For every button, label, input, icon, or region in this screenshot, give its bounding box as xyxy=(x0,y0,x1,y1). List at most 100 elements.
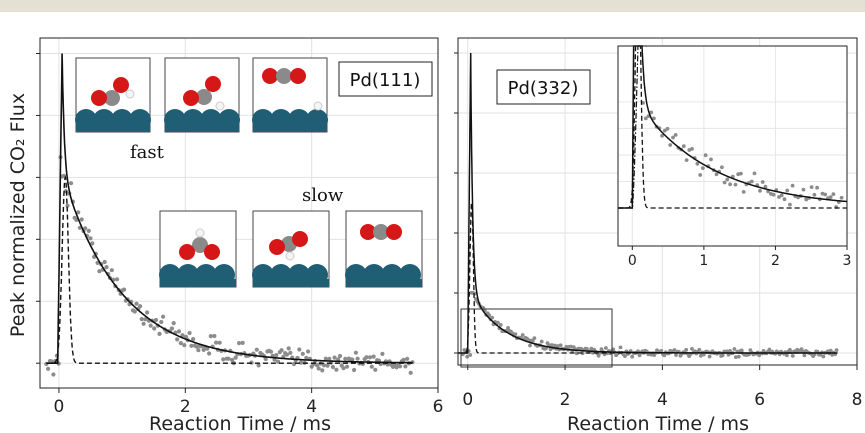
inset-data-point xyxy=(790,183,795,188)
data-point xyxy=(341,366,346,371)
zoom-region-box xyxy=(460,308,613,368)
inset-x-tick-label: 2 xyxy=(771,253,780,269)
data-point xyxy=(212,333,217,339)
data-point xyxy=(674,353,678,357)
data-left xyxy=(44,53,415,377)
data-point xyxy=(325,363,330,368)
data-point xyxy=(550,343,554,347)
inset-x-tick-label: 0 xyxy=(628,253,637,269)
data-point xyxy=(596,353,601,358)
data-point xyxy=(733,355,738,359)
data-point xyxy=(256,363,261,368)
data-point xyxy=(159,319,164,325)
inset-data-point xyxy=(720,165,724,170)
data-point xyxy=(321,363,327,368)
inset-data-point xyxy=(788,202,792,207)
inset-data-point xyxy=(771,192,776,197)
data-point xyxy=(513,332,518,336)
data-point xyxy=(300,351,305,356)
data-point xyxy=(564,344,569,349)
data-point xyxy=(122,287,127,292)
y-axis-label: Peak normalized CO₂ Flux xyxy=(7,93,29,337)
data-point xyxy=(182,343,187,348)
data-point xyxy=(284,352,289,357)
data-point xyxy=(104,265,109,270)
data-point xyxy=(226,356,231,361)
inset-data-point xyxy=(839,195,844,200)
data-point xyxy=(330,364,335,370)
data-point xyxy=(569,344,573,349)
molecule-image-slow-1 xyxy=(159,210,237,288)
inset-plot: 0 1 2 3 xyxy=(617,45,852,269)
annotation-fast: fast xyxy=(130,142,165,163)
data-point xyxy=(153,317,159,323)
data-point xyxy=(214,340,219,345)
data-point xyxy=(109,268,114,273)
data-point xyxy=(623,354,627,358)
data-point xyxy=(320,368,325,373)
inset-data-point xyxy=(809,185,814,190)
data-point xyxy=(194,344,199,349)
data-point xyxy=(834,348,839,352)
inset-data-point xyxy=(660,133,664,138)
data-point xyxy=(327,356,332,361)
data-point xyxy=(208,334,213,339)
x-axis-label-right: Reaction Time / ms xyxy=(567,413,749,433)
data-point xyxy=(184,334,189,339)
data-point xyxy=(496,320,500,325)
ticks-left: 0 2 4 6 xyxy=(36,52,443,417)
data-point xyxy=(364,355,369,360)
data-point xyxy=(401,357,406,362)
data-point xyxy=(585,347,589,351)
inset-x-tick-label: 3 xyxy=(843,253,852,269)
x-tick-label-right: 8 xyxy=(852,390,863,410)
data-point xyxy=(79,217,84,222)
data-point xyxy=(217,340,222,345)
data-point xyxy=(221,357,226,362)
inset-data-point xyxy=(815,185,819,190)
data-point xyxy=(531,339,535,343)
molecule-image-slow-3 xyxy=(345,210,423,288)
data-point xyxy=(373,367,378,372)
x-tick-label-left: 2 xyxy=(180,397,191,417)
data-point xyxy=(86,228,91,233)
data-point xyxy=(720,353,725,358)
x-tick-label-right: 0 xyxy=(462,390,473,410)
data-point xyxy=(337,353,343,359)
data-point xyxy=(180,333,185,338)
data-point xyxy=(579,346,583,351)
data-point xyxy=(152,326,157,331)
inset-line-solid xyxy=(618,45,847,209)
data-point xyxy=(298,360,304,365)
data-point xyxy=(767,347,772,352)
data-point xyxy=(169,326,174,331)
inset-data-point xyxy=(812,192,817,197)
data-point xyxy=(102,259,107,265)
data-point xyxy=(323,356,328,361)
inset-data-point xyxy=(698,173,703,177)
inset-x-tick-label: 1 xyxy=(699,253,708,269)
data-point xyxy=(558,343,563,348)
data-point xyxy=(254,347,259,352)
series-line-dashed xyxy=(458,202,838,354)
inset-data-point xyxy=(728,182,732,187)
inset-data-point xyxy=(652,116,656,121)
data-point xyxy=(138,304,143,309)
data-point xyxy=(76,210,81,215)
data-point xyxy=(599,347,604,352)
data-point xyxy=(405,356,410,361)
data-point xyxy=(187,330,192,336)
inset-data-point xyxy=(828,195,833,200)
data-point xyxy=(367,355,373,360)
plot-frame-right xyxy=(457,37,858,366)
data-point xyxy=(141,321,146,326)
data-point xyxy=(380,351,385,356)
data-point xyxy=(659,349,664,353)
data-point xyxy=(171,321,176,326)
data-point xyxy=(196,348,201,353)
inset-grid xyxy=(618,46,848,246)
data-point xyxy=(233,355,238,360)
x-tick-label-left: 0 xyxy=(54,397,65,417)
data-point xyxy=(548,347,553,352)
